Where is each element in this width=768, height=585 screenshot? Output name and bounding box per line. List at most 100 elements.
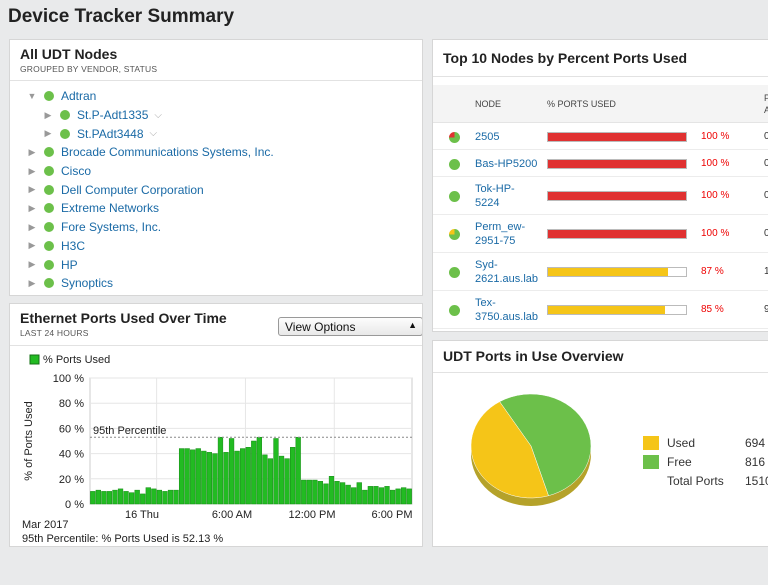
caret-right-icon[interactable]: ▶	[28, 184, 36, 195]
node-link[interactable]: Syd- 2621.aus.lab	[475, 258, 538, 286]
ports-used-percent: 100 %	[701, 190, 730, 201]
pie-slice-free	[499, 393, 592, 497]
caret-right-icon[interactable]: ▶	[28, 146, 36, 157]
caret-right-icon[interactable]: ▶	[28, 202, 36, 213]
caret-right-icon[interactable]: ▶	[28, 165, 36, 176]
tree-item-label[interactable]: Brocade Communications Systems, Inc.	[61, 145, 274, 160]
data-bar	[167, 489, 174, 505]
data-bar	[140, 493, 146, 505]
percentile-summary: 95th Percentile: % Ports Used is 52.13 %	[22, 533, 223, 545]
top-nodes-title: Top 10 Nodes by Percent Ports Used	[443, 50, 688, 66]
tree-item[interactable]: ▶ Dell Computer Corporation	[24, 180, 422, 199]
data-bar	[356, 482, 362, 505]
overview-header: UDT Ports in Use Overview	[433, 341, 768, 373]
ports-overview-panel: UDT Ports in Use Overview Used 694 Free 816…	[432, 340, 768, 547]
node-link[interactable]: Perm_ew- 2951-75	[475, 220, 525, 248]
ethernet-subtitle: LAST 24 HOURS	[20, 328, 89, 338]
ports-used-bar-fill	[548, 132, 686, 141]
tree-item-label[interactable]: H3C	[61, 238, 86, 253]
view-options-select[interactable]: View Options ▲	[278, 317, 422, 336]
node-link[interactable]: Bas-HP5200	[475, 157, 537, 171]
col-pct-ports-used[interactable]: % PORTS USED	[547, 99, 616, 109]
table-row: Perm_ew- 2951-75 100 % 0	[433, 215, 768, 253]
tree-item-label[interactable]: Fore Systems, Inc.	[61, 220, 162, 235]
table-row: Tok-HP- 5224 100 % 0	[433, 177, 768, 215]
ports-used-bar-fill	[548, 306, 666, 314]
status-up-icon	[60, 128, 70, 139]
ports-used-bar-fill	[548, 268, 669, 276]
date-label: Mar 2017	[22, 519, 68, 531]
data-bar	[284, 458, 290, 505]
tree-item[interactable]: ▶ Extreme Networks	[24, 199, 422, 218]
caret-right-icon[interactable]: ▶	[28, 221, 36, 232]
data-bar	[112, 489, 118, 505]
tree-item[interactable]: ▶ Brocade Communications Systems, Inc.	[24, 143, 422, 162]
tree-item[interactable]: ▶ St.PAdt3448 ⌵	[24, 124, 422, 143]
tree-item-label[interactable]: Dell Computer Corporation	[61, 182, 204, 197]
y-tick-label: 60 %	[59, 423, 84, 435]
data-bar	[290, 447, 296, 505]
ports-used-bar	[547, 131, 687, 142]
tree-item[interactable]: ▶ Synoptics	[24, 274, 422, 293]
node-link[interactable]: 2505	[475, 130, 499, 144]
node-name-line: Perm_ew-	[475, 221, 526, 233]
tree-item[interactable]: ▶ St.P-Adt1335 ⌵	[24, 106, 422, 125]
tree-item-label[interactable]: St.P-Adt1335	[77, 108, 149, 123]
x-tick-label: 6:00 PM	[372, 509, 413, 521]
col-truncated-1[interactable]: P	[764, 93, 768, 103]
legend-item: Free 816	[643, 452, 768, 471]
status-up-icon	[44, 278, 54, 289]
caret-right-icon[interactable]: ▶	[28, 277, 36, 288]
col-truncated-2: A	[764, 105, 768, 115]
tree-item[interactable]: ▶ HP	[24, 255, 422, 274]
data-bar	[312, 479, 318, 505]
tree-item[interactable]: ▶ Fore Systems, Inc.	[24, 218, 422, 237]
chevron-down-icon[interactable]: ⌵	[154, 109, 162, 121]
tree-item-label[interactable]: Cisco	[61, 164, 92, 179]
caret-down-icon[interactable]: ▼	[27, 91, 37, 102]
node-status-icon	[449, 158, 460, 170]
truncated-cell: 0	[764, 131, 768, 142]
node-name-line: Bas-HP5200	[475, 157, 538, 170]
node-status-icon	[449, 191, 460, 202]
top-nodes-header: Top 10 Nodes by Percent Ports Used	[433, 40, 768, 77]
tree-item[interactable]: ▶ Cisco	[24, 162, 422, 181]
data-bar	[295, 436, 301, 505]
node-link[interactable]: Tex- 3750.aus.lab	[475, 296, 538, 324]
tree-item[interactable]: ▼ Adtran	[24, 87, 422, 106]
ports-used-bar	[547, 267, 687, 277]
caret-right-icon[interactable]: ▶	[28, 240, 36, 251]
data-bar	[145, 487, 151, 505]
legend-item: Used 694	[643, 433, 768, 452]
data-bar	[401, 487, 407, 505]
status-up-icon	[44, 203, 54, 214]
caret-right-icon[interactable]: ▶	[44, 128, 52, 139]
tree-item-label[interactable]: Extreme Networks	[61, 201, 160, 216]
col-node[interactable]: NODE	[475, 99, 502, 109]
data-bar	[212, 453, 218, 505]
y-tick-label: 40 %	[59, 449, 84, 461]
chevron-down-icon[interactable]: ⌵	[149, 128, 158, 140]
tree-item-label[interactable]: HP	[61, 257, 78, 272]
node-link[interactable]: Tok-HP- 5224	[475, 182, 515, 210]
node-status-icon	[449, 305, 460, 316]
tree-item-label[interactable]: Synoptics	[61, 276, 114, 291]
tree-item-label[interactable]: Adtran	[61, 89, 97, 104]
status-up-icon	[44, 147, 54, 158]
caret-right-icon[interactable]: ▶	[28, 259, 36, 270]
node-name-line: Syd-	[475, 259, 498, 271]
top-nodes-panel: Top 10 Nodes by Percent Ports Used NODE …	[432, 39, 768, 332]
node-name-line: 2951-75	[475, 235, 516, 247]
ports-pie-chart	[471, 393, 592, 506]
data-bar	[317, 481, 324, 505]
tree-item-label[interactable]: St.PAdt3448	[77, 126, 144, 141]
ethernet-title: Ethernet Ports Used Over Time	[20, 310, 227, 326]
data-bar	[395, 488, 401, 505]
caret-right-icon[interactable]: ▶	[44, 109, 52, 120]
data-bar	[123, 491, 129, 505]
tree-item[interactable]: ▶ H3C	[24, 237, 422, 256]
view-options-label: View Options	[285, 320, 356, 334]
total-label: Total Ports	[667, 473, 724, 488]
node-name-line: 3750.aus.lab	[475, 311, 538, 323]
